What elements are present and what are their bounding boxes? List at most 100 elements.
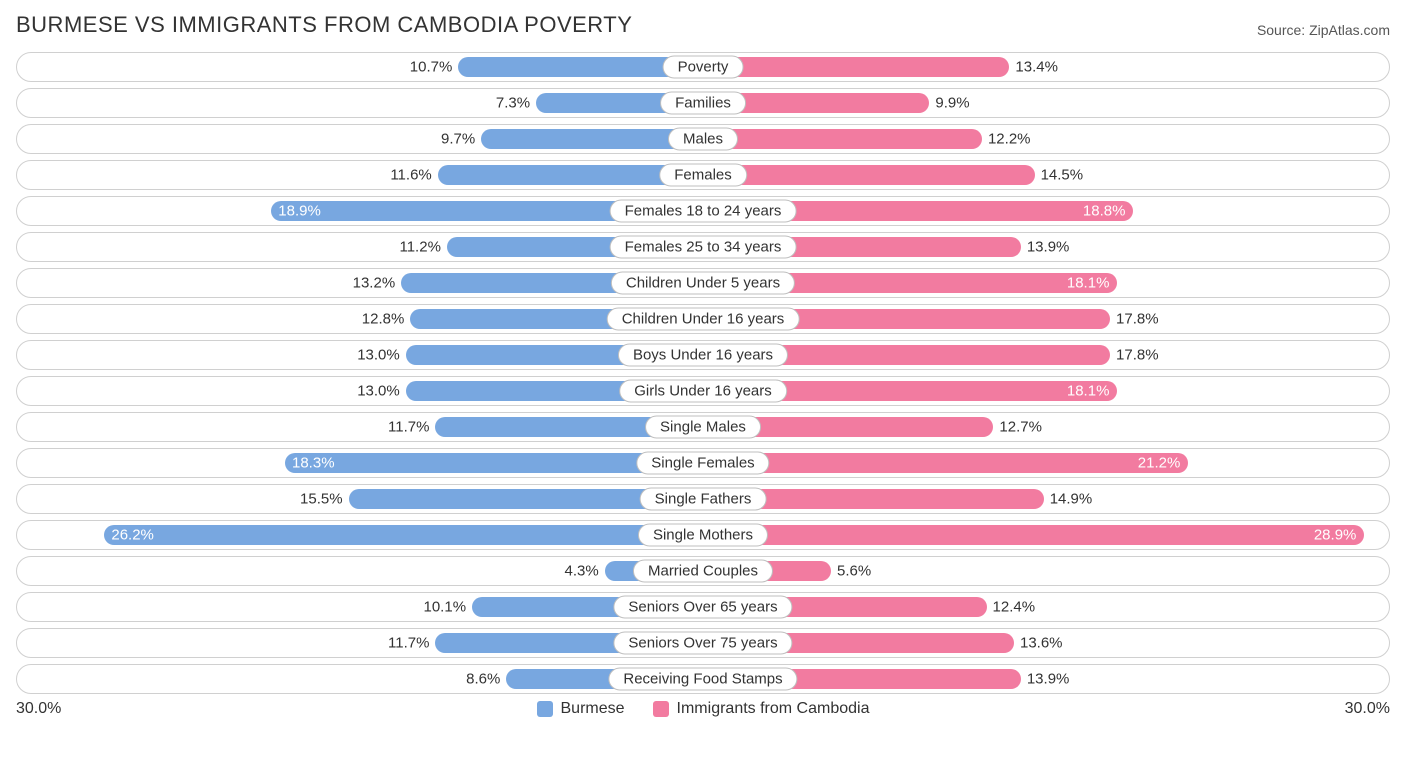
row-right-half: 12.4% — [703, 593, 1389, 621]
category-label: Males — [668, 128, 738, 151]
chart-row: 4.3% 5.6% Married Couples — [16, 556, 1390, 586]
value-label-left: 9.7% — [441, 131, 475, 148]
value-label-left: 26.2% — [111, 527, 154, 544]
value-label-left: 10.7% — [410, 59, 453, 76]
category-label: Females 25 to 34 years — [610, 236, 797, 259]
chart-row: 26.2% 28.9% Single Mothers — [16, 520, 1390, 550]
value-label-left: 4.3% — [564, 563, 598, 580]
bar-right — [703, 165, 1035, 185]
value-label-right: 13.6% — [1020, 635, 1063, 652]
bar-right — [703, 525, 1364, 545]
row-left-half: 11.6% — [17, 161, 703, 189]
value-label-left: 8.6% — [466, 671, 500, 688]
category-label: Females — [659, 164, 747, 187]
row-left-half: 10.7% — [17, 53, 703, 81]
legend-swatch-left — [537, 701, 553, 717]
chart-row: 10.1%12.4%Seniors Over 65 years — [16, 592, 1390, 622]
row-right-half: 21.2% — [703, 449, 1389, 477]
category-label: Single Fathers — [640, 488, 767, 511]
row-right-half: 13.6% — [703, 629, 1389, 657]
legend-label-left: Burmese — [561, 700, 625, 718]
category-label: Children Under 16 years — [607, 308, 800, 331]
row-right-half: 13.4% — [703, 53, 1389, 81]
value-label-right: 13.4% — [1015, 59, 1058, 76]
category-label: Families — [660, 92, 746, 115]
value-label-right: 28.9% — [1314, 527, 1357, 544]
chart-row: 13.0% 18.1%Girls Under 16 years — [16, 376, 1390, 406]
category-label: Boys Under 16 years — [618, 344, 788, 367]
chart-row: 18.9% 18.8% Females 18 to 24 years — [16, 196, 1390, 226]
row-right-half: 14.5% — [703, 161, 1389, 189]
axis-row: 30.0% Burmese Immigrants from Cambodia 3… — [16, 700, 1390, 718]
value-label-right: 14.5% — [1041, 167, 1084, 184]
row-right-half: 13.9% — [703, 233, 1389, 261]
row-left-half: 12.8% — [17, 305, 703, 333]
bar-right — [703, 57, 1009, 77]
chart-row: 11.6% 14.5% Females — [16, 160, 1390, 190]
category-label: Girls Under 16 years — [619, 380, 787, 403]
category-label: Children Under 5 years — [611, 272, 795, 295]
legend-label-right: Immigrants from Cambodia — [677, 700, 870, 718]
row-left-half: 18.9% — [17, 197, 703, 225]
value-label-right: 13.9% — [1027, 239, 1070, 256]
row-right-half: 18.1% — [703, 377, 1389, 405]
chart-row: 11.2% 13.9% Females 25 to 34 years — [16, 232, 1390, 262]
row-left-half: 7.3% — [17, 89, 703, 117]
chart-source: Source: ZipAtlas.com — [1257, 22, 1390, 38]
row-left-half: 9.7% — [17, 125, 703, 153]
category-label: Receiving Food Stamps — [608, 668, 797, 691]
value-label-right: 13.9% — [1027, 671, 1070, 688]
value-label-left: 7.3% — [496, 95, 530, 112]
row-left-half: 11.7% — [17, 629, 703, 657]
bar-left — [104, 525, 703, 545]
value-label-right: 17.8% — [1116, 311, 1159, 328]
bar-right — [703, 453, 1188, 473]
legend-item-left: Burmese — [537, 700, 625, 718]
row-right-half: 18.8% — [703, 197, 1389, 225]
value-label-right: 17.8% — [1116, 347, 1159, 364]
row-left-half: 13.0% — [17, 341, 703, 369]
category-label: Poverty — [663, 56, 744, 79]
category-label: Married Couples — [633, 560, 773, 583]
row-left-half: 13.0% — [17, 377, 703, 405]
chart-row: 10.7% 13.4% Poverty — [16, 52, 1390, 82]
legend-swatch-right — [653, 701, 669, 717]
row-left-half: 18.3% — [17, 449, 703, 477]
category-label: Single Females — [636, 452, 769, 475]
chart-legend: Burmese Immigrants from Cambodia — [537, 700, 870, 718]
category-label: Single Males — [645, 416, 761, 439]
row-left-half: 8.6% — [17, 665, 703, 693]
value-label-left: 18.3% — [292, 455, 335, 472]
chart-row: 11.7% 12.7% Single Males — [16, 412, 1390, 442]
value-label-left: 13.0% — [357, 383, 400, 400]
chart-row: 13.0% 17.8% Boys Under 16 years — [16, 340, 1390, 370]
bar-right — [703, 129, 982, 149]
value-label-left: 11.6% — [390, 167, 431, 184]
row-right-half: 17.8% — [703, 305, 1389, 333]
category-label: Females 18 to 24 years — [610, 200, 797, 223]
category-label: Single Mothers — [638, 524, 768, 547]
chart-row: 18.3% 21.2% Single Females — [16, 448, 1390, 478]
value-label-left: 10.1% — [424, 599, 467, 616]
row-right-half: 14.9% — [703, 485, 1389, 513]
axis-left-label: 30.0% — [16, 700, 61, 718]
row-left-half: 10.1% — [17, 593, 703, 621]
value-label-right: 5.6% — [837, 563, 871, 580]
value-label-left: 11.2% — [399, 239, 440, 256]
value-label-left: 13.0% — [357, 347, 400, 364]
value-label-right: 12.4% — [993, 599, 1036, 616]
value-label-right: 12.7% — [999, 419, 1042, 436]
chart-row: 8.6% 13.9% Receiving Food Stamps — [16, 664, 1390, 694]
value-label-right: 12.2% — [988, 131, 1031, 148]
value-label-right: 21.2% — [1138, 455, 1181, 472]
value-label-right: 18.8% — [1083, 203, 1126, 220]
value-label-left: 15.5% — [300, 491, 343, 508]
value-label-left: 11.7% — [388, 419, 429, 436]
chart-title: BURMESE VS IMMIGRANTS FROM CAMBODIA POVE… — [16, 12, 632, 38]
chart-row: 9.7% 12.2% Males — [16, 124, 1390, 154]
row-left-half: 26.2% — [17, 521, 703, 549]
row-left-half: 13.2% — [17, 269, 703, 297]
row-right-half: 13.9% — [703, 665, 1389, 693]
category-label: Seniors Over 75 years — [613, 632, 792, 655]
row-left-half: 11.2% — [17, 233, 703, 261]
